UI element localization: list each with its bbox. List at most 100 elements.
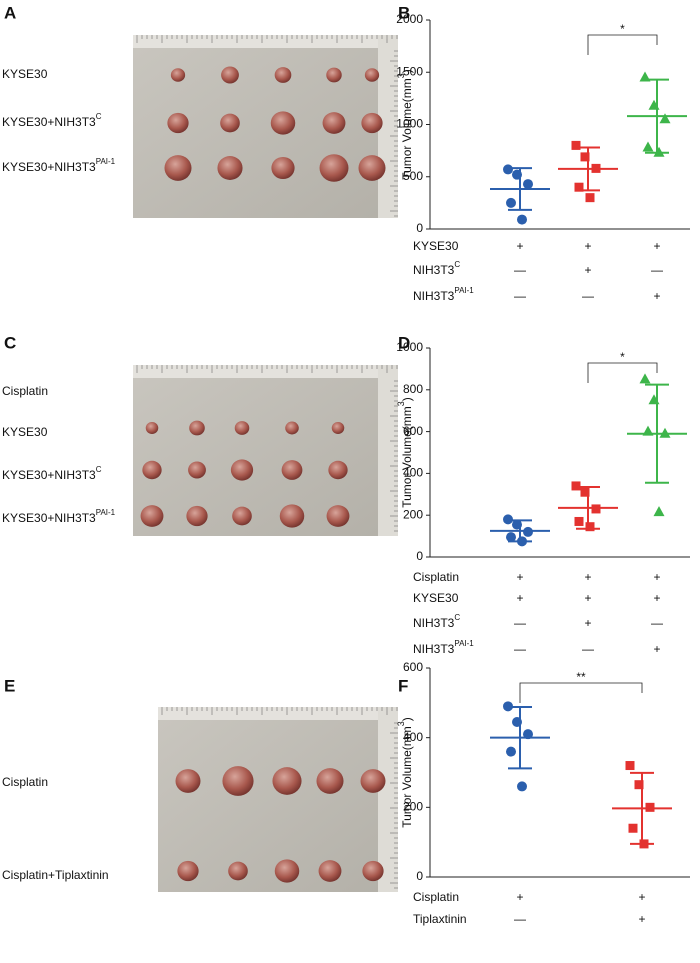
y-axis-label: Tumor Volume(mm3) xyxy=(396,69,414,180)
condition-sign: + xyxy=(638,890,645,904)
tumor xyxy=(189,420,205,436)
tumor xyxy=(221,66,239,84)
condition-sign: + xyxy=(584,570,591,584)
photo xyxy=(133,365,398,536)
condition-label: Cisplatin xyxy=(413,890,459,904)
tumor xyxy=(186,505,208,527)
row-label-sup: C xyxy=(96,465,102,474)
tumor xyxy=(274,859,300,883)
condition-sign: — xyxy=(651,263,663,277)
point xyxy=(512,169,522,180)
point xyxy=(653,506,665,517)
condition-label-text: Cisplatin xyxy=(413,890,459,904)
condition-label: KYSE30 xyxy=(413,239,459,253)
tumor xyxy=(322,112,346,134)
y-tick-label: 400 xyxy=(403,466,423,480)
tumor xyxy=(364,68,380,82)
condition-label: NIH3T3C xyxy=(413,613,460,630)
point xyxy=(523,729,533,740)
point xyxy=(574,182,584,192)
point xyxy=(571,481,581,491)
condition-label: NIH3T3C xyxy=(413,260,460,277)
point xyxy=(571,140,581,150)
condition-sign: — xyxy=(514,263,526,277)
significance-bracket xyxy=(587,34,658,55)
condition-label: Tiplaxtinin xyxy=(413,912,467,926)
y-tick-label: 1000 xyxy=(396,117,423,131)
row-label-sup: PAI-1 xyxy=(96,157,116,166)
y-label-sup: 3 xyxy=(396,721,406,726)
condition-label-sup: C xyxy=(454,260,460,269)
point xyxy=(645,802,655,812)
y-tick-label: 1000 xyxy=(396,340,423,354)
row-label: KYSE30+NIH3T3C xyxy=(2,112,102,129)
tumor xyxy=(318,860,342,882)
tumor xyxy=(326,67,342,83)
y-axis-label: Tumor Volume(mm3) xyxy=(396,717,414,828)
point xyxy=(512,716,522,727)
condition-sign: + xyxy=(653,642,660,656)
y-axis-label: Tumor Volume(mm3) xyxy=(396,397,414,508)
point xyxy=(591,163,601,173)
ruler xyxy=(133,35,398,48)
y-tick-label: 0 xyxy=(416,221,423,235)
row-label-text: KYSE30+NIH3T3 xyxy=(2,115,96,129)
tumor xyxy=(272,767,302,795)
condition-sign: + xyxy=(516,890,523,904)
condition-sign: — xyxy=(514,289,526,303)
condition-sign: + xyxy=(584,239,591,253)
condition-sign: — xyxy=(582,289,594,303)
tumor xyxy=(175,769,201,793)
row-label-text: KYSE30+NIH3T3 xyxy=(2,160,96,174)
tumor xyxy=(222,766,254,796)
tumor xyxy=(145,422,159,434)
row-label-text: KYSE30+NIH3T3 xyxy=(2,511,96,525)
point xyxy=(512,519,522,530)
row-label: Cisplatin+Tiplaxtinin xyxy=(2,868,109,882)
tumor xyxy=(285,421,299,435)
y-label-text: Tumor Volume(mm xyxy=(400,726,414,828)
y-label-sup: 3 xyxy=(396,73,406,78)
point xyxy=(503,701,513,712)
y-label-sup: 3 xyxy=(396,401,406,406)
panel-letter: C xyxy=(4,333,16,352)
y-tick-label: 400 xyxy=(403,730,423,744)
point xyxy=(634,780,644,790)
row-label-sup: PAI-1 xyxy=(96,508,116,517)
ruler xyxy=(133,365,398,378)
point xyxy=(648,99,660,110)
point xyxy=(628,823,638,833)
condition-sign: + xyxy=(516,570,523,584)
panel-letter: A xyxy=(4,3,16,22)
point xyxy=(648,394,660,405)
condition-label-sup: PAI-1 xyxy=(454,639,474,648)
photo xyxy=(158,707,398,892)
tumor xyxy=(281,460,303,480)
condition-sign: + xyxy=(584,616,591,630)
significance-label: ** xyxy=(576,670,586,684)
significance-bracket xyxy=(519,682,643,703)
row-label-text: Cisplatin+Tiplaxtinin xyxy=(2,868,109,882)
tumor xyxy=(271,156,295,180)
ruler xyxy=(378,365,398,536)
tumor xyxy=(234,421,250,435)
point xyxy=(659,427,671,438)
condition-label-text: NIH3T3 xyxy=(413,616,455,630)
y-tick-label: 500 xyxy=(403,169,423,183)
tumor xyxy=(140,505,164,527)
point xyxy=(523,179,533,190)
tumor xyxy=(328,460,348,480)
y-label-text: Tumor Volume(mm xyxy=(400,78,414,180)
tumor xyxy=(358,155,386,181)
significance-label: * xyxy=(620,22,625,36)
tumor xyxy=(230,459,254,481)
condition-label-sup: PAI-1 xyxy=(454,286,474,295)
point xyxy=(506,532,516,543)
condition-sign: + xyxy=(638,912,645,926)
tumor xyxy=(331,422,345,434)
condition-sign: + xyxy=(653,289,660,303)
point xyxy=(639,71,651,82)
tumor xyxy=(167,112,189,134)
point xyxy=(585,193,595,203)
panel-letter: F xyxy=(398,676,408,695)
